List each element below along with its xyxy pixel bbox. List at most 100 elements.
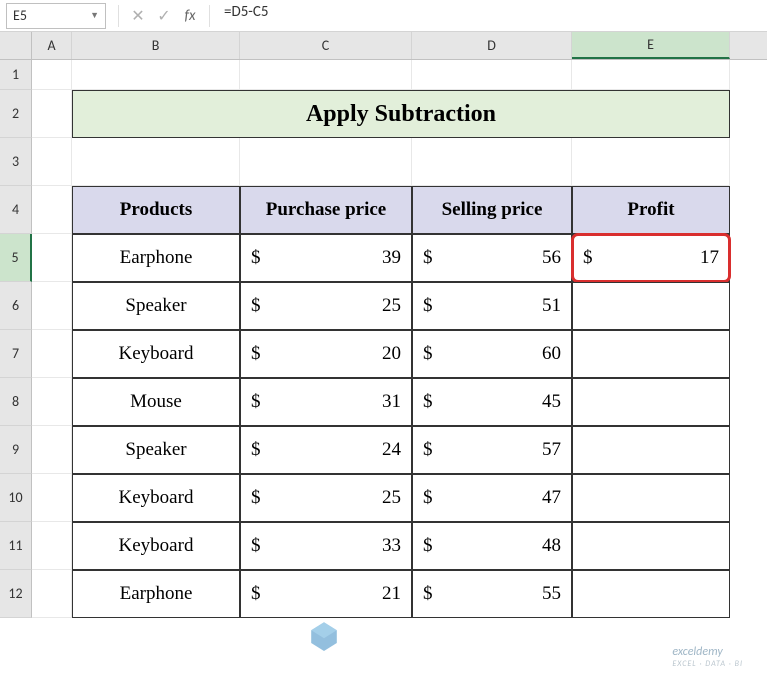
cell[interactable] xyxy=(32,378,72,426)
cell[interactable] xyxy=(240,60,412,90)
row-header-selected[interactable]: 5 xyxy=(0,234,32,282)
selling-cell[interactable]: $60 xyxy=(412,330,572,378)
row-header[interactable]: 8 xyxy=(0,378,32,426)
purchase-cell[interactable]: $31 xyxy=(240,378,412,426)
row-header[interactable]: 12 xyxy=(0,570,32,618)
currency-symbol: $ xyxy=(251,295,261,317)
profit-cell[interactable] xyxy=(572,522,730,570)
cell[interactable] xyxy=(72,60,240,90)
purchase-cell[interactable]: $24 xyxy=(240,426,412,474)
col-header-selected[interactable]: E xyxy=(572,32,730,59)
row-header[interactable]: 4 xyxy=(0,186,32,234)
cell[interactable] xyxy=(32,234,72,282)
profit-cell[interactable] xyxy=(572,426,730,474)
amount: 24 xyxy=(382,439,401,461)
selling-cell[interactable]: $56 xyxy=(412,234,572,282)
select-all-corner[interactable] xyxy=(0,32,32,60)
row-header[interactable]: 1 xyxy=(0,60,32,90)
selling-cell[interactable]: $51 xyxy=(412,282,572,330)
profit-cell[interactable] xyxy=(572,330,730,378)
col-header[interactable]: C xyxy=(240,32,412,59)
profit-cell[interactable] xyxy=(572,378,730,426)
amount: 45 xyxy=(542,391,561,413)
cell[interactable] xyxy=(32,522,72,570)
cell[interactable] xyxy=(412,60,572,90)
cancel-icon[interactable]: ✕ xyxy=(125,6,151,26)
purchase-cell[interactable]: $25 xyxy=(240,474,412,522)
cell[interactable] xyxy=(32,138,72,186)
currency-symbol: $ xyxy=(423,247,433,269)
cell[interactable] xyxy=(32,90,72,138)
currency-symbol: $ xyxy=(251,583,261,605)
purchase-cell[interactable]: $21 xyxy=(240,570,412,618)
title-cell[interactable]: Apply Subtraction xyxy=(72,90,730,138)
row-header[interactable]: 6 xyxy=(0,282,32,330)
product-cell[interactable]: Keyboard xyxy=(72,522,240,570)
selling-cell[interactable]: $55 xyxy=(412,570,572,618)
row-header[interactable]: 9 xyxy=(0,426,32,474)
product-cell[interactable]: Mouse xyxy=(72,378,240,426)
selling-cell[interactable]: $47 xyxy=(412,474,572,522)
profit-cell[interactable] xyxy=(572,282,730,330)
row-header[interactable]: 3 xyxy=(0,138,32,186)
check-icon[interactable]: ✓ xyxy=(151,6,177,26)
cell[interactable] xyxy=(32,282,72,330)
chevron-down-icon[interactable]: ▼ xyxy=(90,10,99,21)
row-header[interactable]: 11 xyxy=(0,522,32,570)
amount: 55 xyxy=(542,583,561,605)
product-cell[interactable]: Keyboard xyxy=(72,330,240,378)
col-header[interactable]: B xyxy=(72,32,240,59)
header-profit[interactable]: Profit xyxy=(572,186,730,234)
amount: 25 xyxy=(382,487,401,509)
exceldemy-logo-icon xyxy=(308,619,340,651)
cell[interactable] xyxy=(32,186,72,234)
product-cell[interactable]: Speaker xyxy=(72,282,240,330)
col-header[interactable]: A xyxy=(32,32,72,59)
currency-symbol: $ xyxy=(251,439,261,461)
selling-cell[interactable]: $45 xyxy=(412,378,572,426)
product-cell[interactable]: Speaker xyxy=(72,426,240,474)
cell[interactable] xyxy=(240,138,412,186)
amount: 17 xyxy=(700,247,719,269)
currency-symbol: $ xyxy=(423,391,433,413)
purchase-cell[interactable]: $33 xyxy=(240,522,412,570)
purchase-cell[interactable]: $39 xyxy=(240,234,412,282)
table-row: Speaker $24 $57 xyxy=(32,426,767,474)
cell[interactable] xyxy=(32,60,72,90)
cell[interactable] xyxy=(572,60,730,90)
purchase-cell[interactable]: $25 xyxy=(240,282,412,330)
header-selling[interactable]: Selling price xyxy=(412,186,572,234)
divider xyxy=(118,5,119,27)
cell[interactable] xyxy=(412,138,572,186)
fx-icon[interactable]: fx xyxy=(177,7,203,25)
cell[interactable] xyxy=(32,330,72,378)
amount: 48 xyxy=(542,535,561,557)
currency-symbol: $ xyxy=(251,487,261,509)
product-cell[interactable]: Earphone xyxy=(72,234,240,282)
profit-cell[interactable] xyxy=(572,474,730,522)
cell[interactable] xyxy=(32,570,72,618)
row-header[interactable]: 10 xyxy=(0,474,32,522)
product-cell[interactable]: Earphone xyxy=(72,570,240,618)
selling-cell[interactable]: $57 xyxy=(412,426,572,474)
purchase-cell[interactable]: $20 xyxy=(240,330,412,378)
header-products[interactable]: Products xyxy=(72,186,240,234)
cell[interactable] xyxy=(72,138,240,186)
name-box[interactable]: E5 ▼ xyxy=(6,3,106,29)
currency-symbol: $ xyxy=(251,535,261,557)
currency-symbol: $ xyxy=(423,583,433,605)
cell[interactable] xyxy=(32,426,72,474)
row-header[interactable]: 7 xyxy=(0,330,32,378)
col-header[interactable]: D xyxy=(412,32,572,59)
currency-symbol: $ xyxy=(423,343,433,365)
header-purchase[interactable]: Purchase price xyxy=(240,186,412,234)
amount: 47 xyxy=(542,487,561,509)
cell[interactable] xyxy=(32,474,72,522)
formula-input[interactable]: =D5-C5 xyxy=(216,3,767,29)
profit-cell[interactable] xyxy=(572,570,730,618)
product-cell[interactable]: Keyboard xyxy=(72,474,240,522)
row-header[interactable]: 2 xyxy=(0,90,32,138)
cell[interactable] xyxy=(572,138,730,186)
profit-cell-selected[interactable]: $17 xyxy=(572,234,730,282)
selling-cell[interactable]: $48 xyxy=(412,522,572,570)
